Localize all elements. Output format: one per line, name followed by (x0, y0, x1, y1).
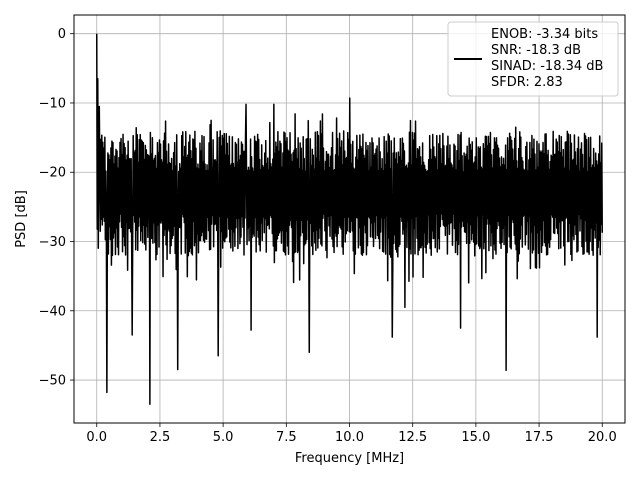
psd-series-line (96, 33, 603, 406)
x-tick-label: 7.5 (276, 430, 297, 445)
y-tick-label: −40 (39, 304, 66, 319)
legend-entry-sfdr: SFDR: 2.83 (491, 75, 563, 90)
x-tick-label: 2.5 (150, 430, 171, 445)
y-tick-label: −10 (39, 96, 66, 111)
ticks: 0.0 2.5 5.0 7.5 10.0 12.5 15.0 17.5 20.0 0 −10 −20 −… (39, 27, 617, 445)
x-tick-label: 12.5 (398, 430, 427, 445)
x-tick-label: 17.5 (525, 430, 554, 445)
y-tick-label: −50 (39, 374, 66, 389)
legend: ENOB: -3.34 bits SNR: -18.3 dB SINAD: -1… (447, 21, 619, 97)
y-tick-label: −30 (39, 235, 66, 250)
y-axis-label: PSD [dB] (14, 190, 29, 248)
legend-entry-snr: SNR: -18.3 dB (491, 43, 581, 58)
x-axis-label: Frequency [MHz] (295, 451, 404, 466)
y-tick-label: 0 (58, 27, 66, 42)
x-tick-label: 10.0 (335, 430, 364, 445)
x-tick-label: 5.0 (213, 430, 234, 445)
x-tick-label: 0.0 (86, 430, 107, 445)
y-tick-label: −20 (39, 166, 66, 181)
x-tick-label: 20.0 (588, 430, 617, 445)
plot-area (96, 33, 603, 406)
legend-entry-enob: ENOB: -3.34 bits (491, 27, 598, 42)
legend-box (447, 21, 619, 97)
x-tick-label: 15.0 (461, 430, 490, 445)
legend-entry-sinad: SINAD: -18.34 dB (491, 59, 603, 74)
